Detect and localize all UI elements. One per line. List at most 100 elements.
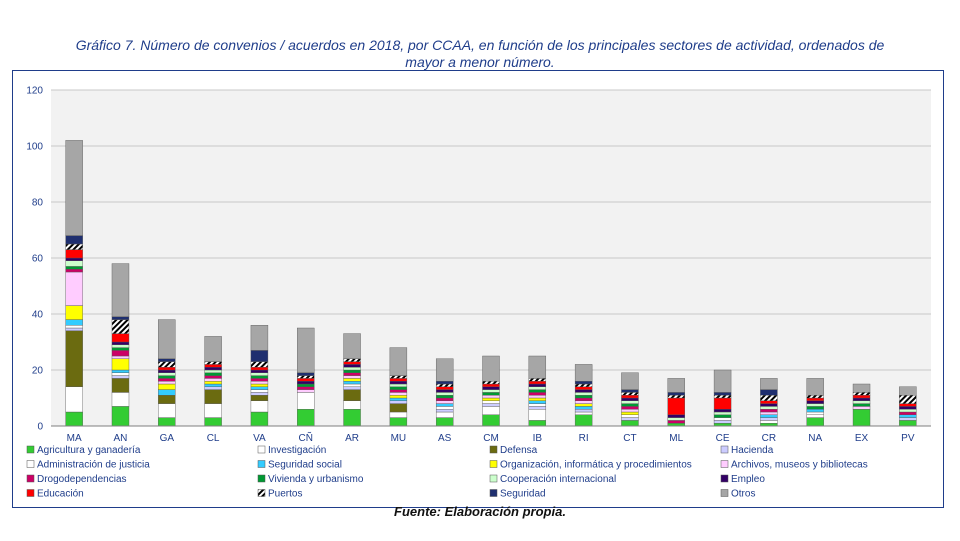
bar-segment: [111, 355, 130, 359]
bar-segment: [806, 397, 824, 401]
bar-segment: [297, 381, 315, 385]
bar-segment: [713, 397, 732, 410]
chart-source: Fuente: Elaboración propia.: [394, 504, 566, 519]
bar-segment: [111, 333, 130, 343]
bar-segment: [852, 392, 871, 396]
bar-segment: [713, 411, 732, 415]
bar-segment: [65, 319, 83, 326]
bar-segment: [482, 383, 500, 387]
bar-segment: [111, 319, 130, 334]
bar-segment: [435, 411, 454, 418]
bars: [65, 140, 917, 427]
bar-stack-EX: [852, 383, 871, 427]
legend-label: Administración de justicia: [37, 460, 150, 471]
bar-segment: [65, 330, 83, 387]
bar-segment: [806, 411, 824, 415]
bar-segment: [760, 395, 778, 402]
legend-label: Investigación: [268, 445, 326, 456]
legend-swatch: [720, 474, 729, 483]
legend-swatch: [720, 489, 729, 497]
y-tick-label: 20: [32, 366, 44, 377]
bar-segment: [574, 386, 593, 390]
bar-stack-CE: [713, 369, 732, 427]
x-tick-label: CR: [762, 433, 776, 444]
bar-segment: [621, 392, 639, 396]
y-tick-label: 120: [26, 86, 43, 97]
legend-swatch: [489, 489, 498, 497]
bar-segment: [574, 381, 593, 385]
bar-segment: [435, 409, 454, 413]
bar-segment: [852, 395, 871, 399]
bar-segment: [65, 327, 83, 331]
legend-swatch: [489, 445, 498, 454]
bar-stack-CT: [621, 372, 639, 427]
bar-segment: [621, 397, 639, 401]
chart-title: Gráfico 7. Número de convenios / acuerdo…: [75, 37, 885, 70]
bar-segment: [158, 378, 176, 382]
bar-segment: [482, 389, 500, 393]
bar-segment: [760, 414, 778, 418]
legend-label: Hacienda: [731, 445, 774, 456]
bar-segment: [482, 392, 500, 396]
legend-swatch: [257, 474, 266, 483]
legend-swatch: [257, 445, 266, 454]
legend-label: Educación: [37, 489, 84, 500]
bar-segment: [343, 400, 361, 410]
bar-stack-RI: [574, 364, 593, 427]
bar-segment: [204, 417, 222, 427]
bar-segment: [899, 406, 917, 410]
bar-stack-GA: [158, 319, 176, 427]
bar-stack-IB: [528, 355, 547, 427]
bar-segment: [713, 420, 732, 424]
bar-segment: [204, 369, 222, 373]
bar-segment: [343, 409, 361, 427]
bar-segment: [574, 383, 593, 387]
y-tick-label: 40: [32, 310, 44, 321]
bar-segment: [111, 378, 130, 393]
bar-segment: [806, 403, 824, 407]
bar-segment: [621, 400, 639, 404]
bar-segment: [389, 386, 408, 390]
bar-stack-MU: [389, 347, 408, 427]
bar-segment: [852, 397, 871, 401]
bar-stack-AR: [343, 333, 361, 427]
bar-segment: [250, 381, 269, 385]
bar-segment: [158, 403, 176, 418]
bar-segment: [621, 411, 639, 415]
bar-segment: [250, 378, 269, 382]
bar-segment: [65, 249, 83, 259]
bar-segment: [158, 417, 176, 427]
bar-segment: [899, 409, 917, 413]
bar-segment: [250, 375, 269, 379]
bar-segment: [204, 386, 222, 390]
bar-segment: [297, 378, 315, 382]
bar-segment: [111, 263, 130, 318]
bar-segment: [806, 395, 824, 399]
bar-segment: [204, 336, 222, 362]
bar-segment: [435, 403, 454, 407]
x-tick-label: AR: [345, 433, 359, 444]
bar-segment: [528, 406, 547, 410]
bar-segment: [621, 420, 639, 427]
bar-segment: [528, 395, 547, 399]
bar-segment: [621, 389, 639, 393]
bar-segment: [65, 305, 83, 320]
legend-label: Organización, informática y procedimient…: [500, 460, 692, 471]
bar-segment: [297, 327, 315, 373]
bar-segment: [574, 400, 593, 404]
bar-segment: [389, 392, 408, 396]
bar-segment: [158, 358, 176, 362]
bar-segment: [667, 395, 685, 399]
bar-segment: [250, 367, 269, 371]
bar-segment: [482, 381, 500, 385]
legend-swatch: [489, 474, 498, 483]
bar-segment: [343, 364, 361, 368]
legend-label: Drogodependencias: [37, 474, 127, 485]
bar-segment: [343, 333, 361, 360]
bar-segment: [713, 395, 732, 399]
bar-segment: [574, 364, 593, 382]
bar-segment: [482, 406, 500, 415]
legend-swatch: [257, 460, 266, 468]
bar-segment: [111, 406, 130, 427]
bar-segment: [574, 389, 593, 393]
